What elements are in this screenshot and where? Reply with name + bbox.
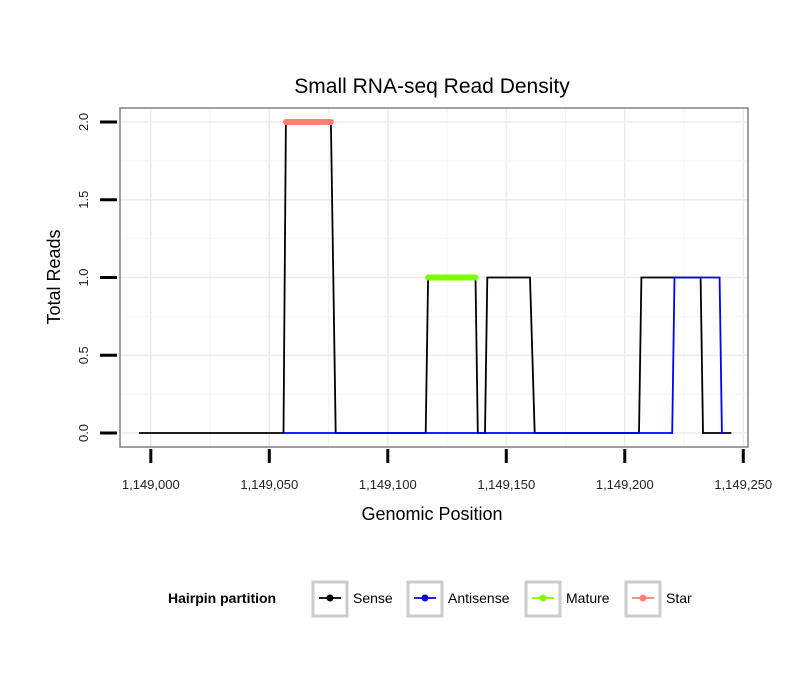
legend-label-sense: Sense [353,590,393,606]
x-tick-label: 1,149,250 [714,477,772,492]
legend-label-star: Star [666,590,692,606]
x-axis-title: Genomic Position [361,504,502,524]
y-tick-label: 0.5 [76,346,91,364]
legend-key-sense [311,580,349,618]
chart-title: Small RNA-seq Read Density [294,75,570,98]
y-axis: 0.0 0.5 1.0 1.5 2.0 [76,113,117,442]
legend-key-sense-point [326,594,334,602]
legend-key-antisense-point [421,594,429,602]
x-tick-label: 1,149,050 [240,477,298,492]
y-tick-label: 2.0 [76,113,91,131]
plot-border [119,107,749,448]
legend: Hairpin partition Sense Antisense Mature St… [168,580,692,618]
x-tick-label: 1,149,100 [359,477,417,492]
y-axis-title: Total Reads [44,229,64,324]
legend-label-mature: Mature [566,590,610,606]
series-antisense-line [283,276,725,434]
y-tick-label: 1.0 [76,268,91,286]
legend-label-antisense: Antisense [448,590,510,606]
x-tick-label: 1,149,150 [477,477,535,492]
legend-key-mature-point [539,594,547,602]
plot-series [139,119,732,434]
x-tick-label: 1,149,000 [122,477,180,492]
x-tick-label: 1,149,200 [596,477,654,492]
legend-title: Hairpin partition [168,590,276,606]
legend-key-star-point [639,594,647,602]
y-tick-label: 1.5 [76,191,91,209]
x-axis: 1,149,000 1,149,050 1,149,100 1,149,150 1,14… [122,449,772,492]
y-tick-label: 0.0 [76,424,91,442]
